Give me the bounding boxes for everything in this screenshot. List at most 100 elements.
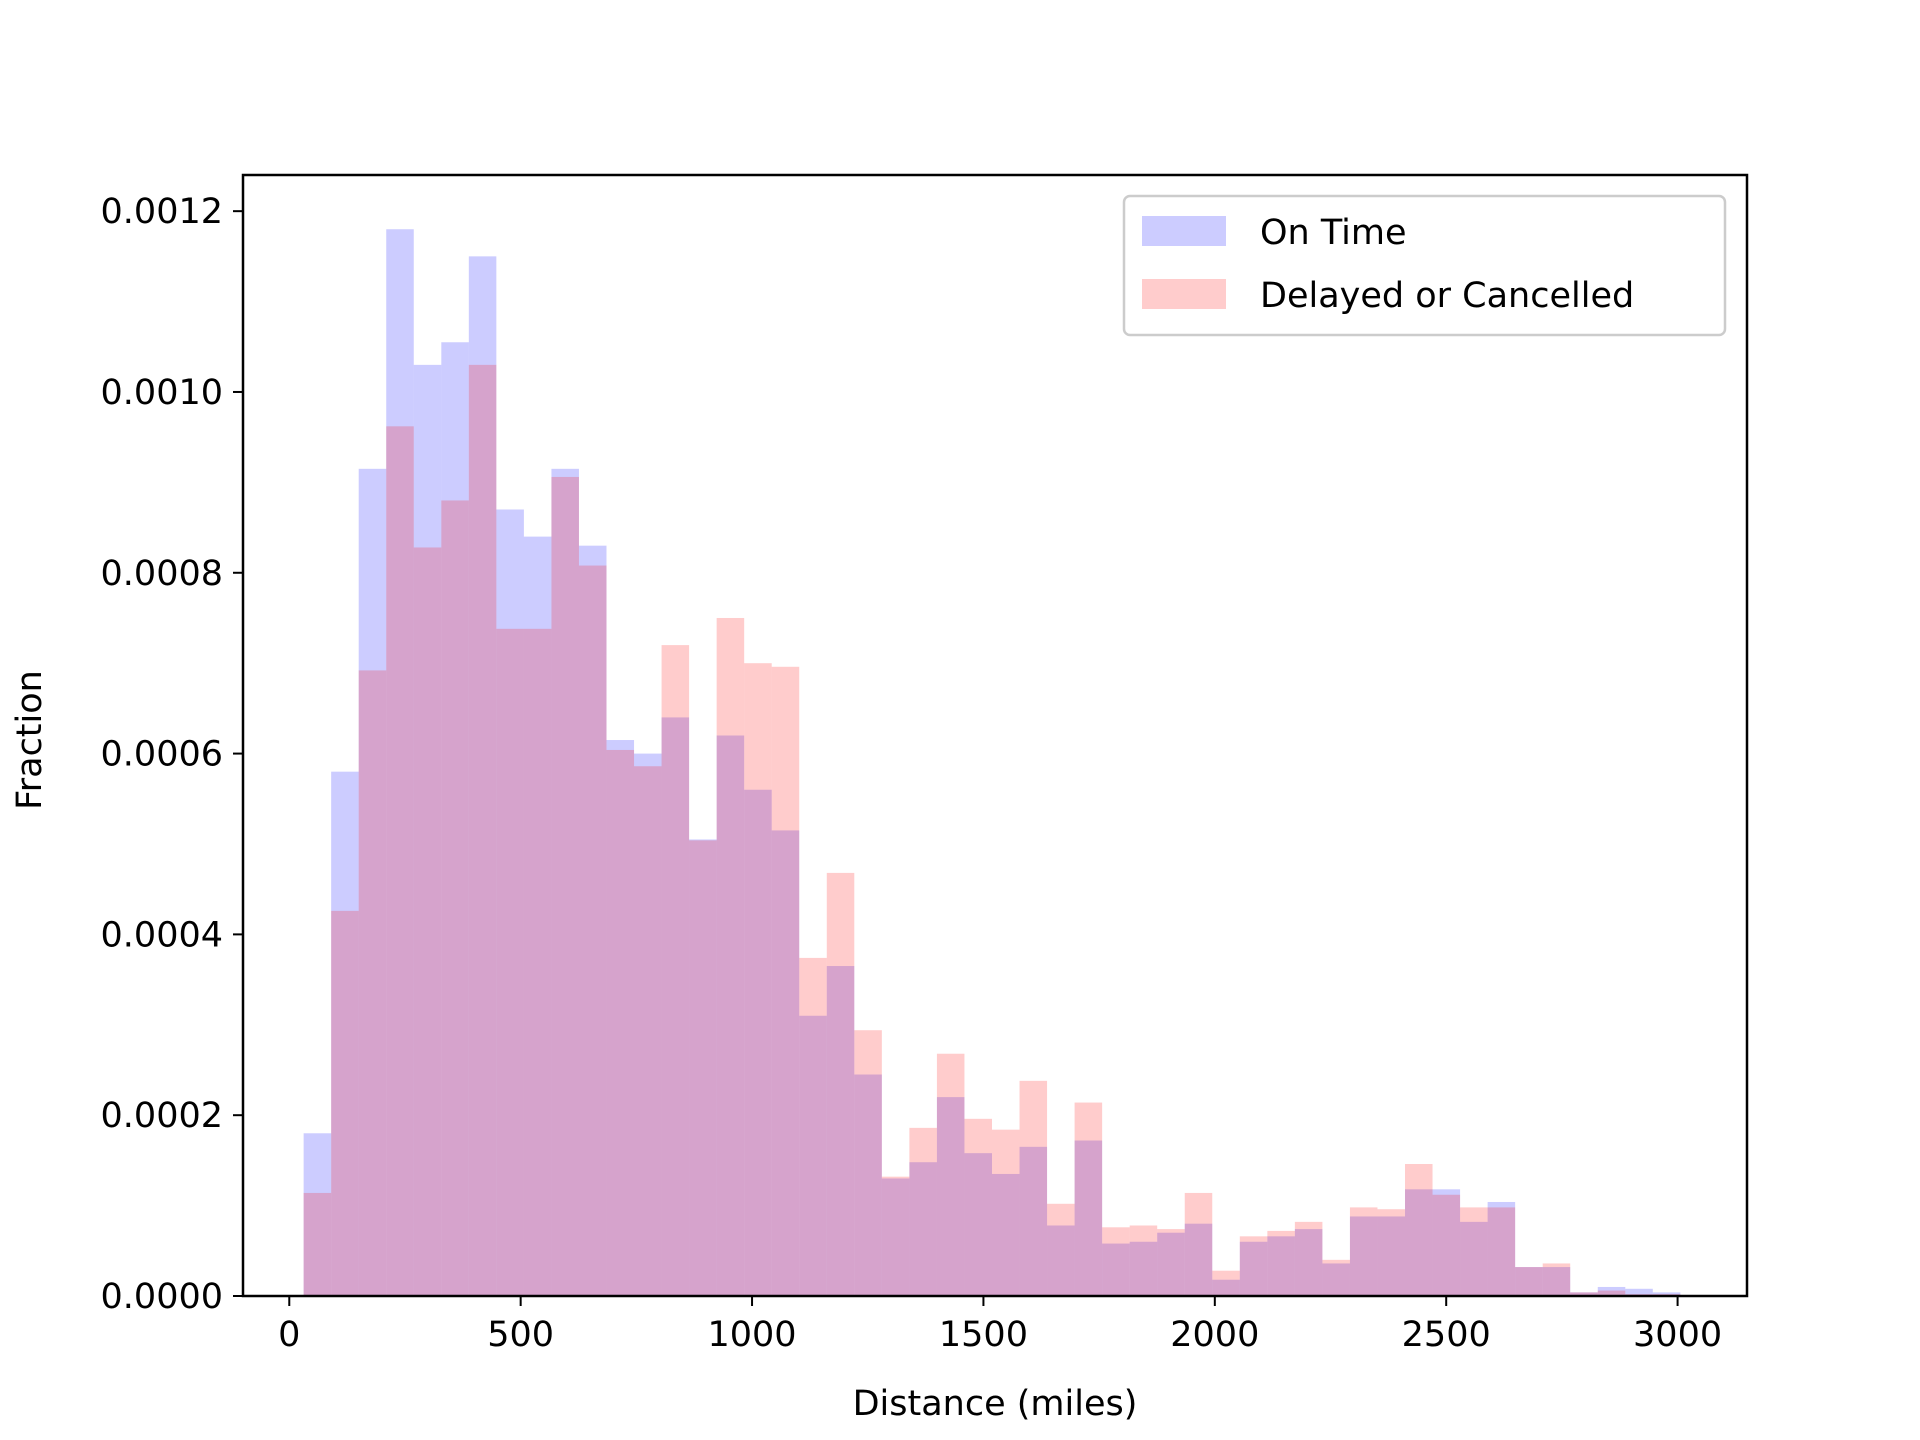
bar-on-time-38 xyxy=(1349,1216,1378,1296)
bar-on-time-34 xyxy=(1239,1241,1268,1296)
legend-swatch-delayed-or-cancelled xyxy=(1142,279,1226,309)
x-tick-label: 3000 xyxy=(1633,1315,1722,1355)
bar-on-time-45 xyxy=(1542,1267,1571,1296)
bar-on-time-13 xyxy=(661,717,690,1296)
bar-delayed-or-cancelled-37 xyxy=(1322,1259,1350,1296)
bar-delayed-or-cancelled-7 xyxy=(496,628,524,1296)
bar-on-time-5 xyxy=(441,342,469,1296)
y-tick-label: 0.0002 xyxy=(101,1096,223,1136)
bar-on-time-26 xyxy=(1019,1146,1048,1296)
bar-delayed-or-cancelled-39 xyxy=(1377,1209,1406,1296)
x-tick-label: 500 xyxy=(487,1315,554,1355)
bar-on-time-11 xyxy=(606,740,635,1296)
bar-delayed-or-cancelled-6 xyxy=(468,364,497,1297)
bar-on-time-31 xyxy=(1157,1232,1185,1296)
bar-delayed-or-cancelled-42 xyxy=(1460,1207,1488,1296)
y-tick-label: 0.0008 xyxy=(101,554,223,594)
bar-on-time-40 xyxy=(1405,1189,1433,1296)
bar-delayed-or-cancelled-27 xyxy=(1047,1203,1075,1296)
bar-on-time-24 xyxy=(964,1153,992,1296)
y-axis-label: Fraction xyxy=(10,670,50,810)
bar-on-time-16 xyxy=(744,789,772,1296)
bar-delayed-or-cancelled-15 xyxy=(716,617,745,1296)
bar-delayed-or-cancelled-47 xyxy=(1597,1290,1626,1296)
y-tick-label: 0.0006 xyxy=(101,735,223,775)
bar-delayed-or-cancelled-19 xyxy=(826,872,855,1296)
bar-delayed-or-cancelled-32 xyxy=(1184,1192,1213,1296)
bar-on-time-29 xyxy=(1102,1243,1130,1296)
bar-on-time-9 xyxy=(551,468,579,1296)
bar-delayed-or-cancelled-26 xyxy=(1019,1080,1048,1296)
bar-on-time-33 xyxy=(1212,1279,1240,1296)
bar-on-time-19 xyxy=(826,966,855,1296)
bar-delayed-or-cancelled-30 xyxy=(1129,1225,1158,1296)
plot-frame xyxy=(241,173,1749,1298)
bar-delayed-or-cancelled-16 xyxy=(744,663,772,1296)
bar-on-time-10 xyxy=(578,545,607,1296)
x-tick-label: 2500 xyxy=(1402,1315,1491,1355)
bar-on-time-48 xyxy=(1625,1288,1653,1296)
bar-on-time-36 xyxy=(1294,1229,1323,1296)
bar-on-time-14 xyxy=(689,839,717,1296)
bar-delayed-or-cancelled-8 xyxy=(523,628,552,1296)
bar-delayed-or-cancelled-20 xyxy=(854,1030,882,1296)
x-tick-label: 1000 xyxy=(708,1315,797,1355)
bar-delayed-or-cancelled-9 xyxy=(551,476,579,1296)
bar-on-time-43 xyxy=(1487,1201,1516,1296)
bar-on-time-0 xyxy=(303,1133,332,1296)
bar-delayed-or-cancelled-22 xyxy=(909,1127,937,1296)
bar-on-time-37 xyxy=(1322,1263,1350,1296)
bar-delayed-or-cancelled-41 xyxy=(1432,1194,1461,1296)
bar-on-time-42 xyxy=(1460,1221,1488,1296)
bar-on-time-27 xyxy=(1047,1225,1075,1296)
bar-delayed-or-cancelled-10 xyxy=(578,565,607,1296)
legend-swatch-on-time xyxy=(1142,216,1226,246)
legend-label-delayed-or-cancelled: Delayed or Cancelled xyxy=(1260,276,1634,316)
bar-delayed-or-cancelled-0 xyxy=(303,1192,332,1296)
bar-on-time-22 xyxy=(909,1162,937,1296)
legend-frame xyxy=(1122,194,1727,337)
bar-delayed-or-cancelled-25 xyxy=(991,1129,1020,1296)
bar-delayed-or-cancelled-34 xyxy=(1239,1236,1268,1296)
bar-on-time-28 xyxy=(1074,1140,1103,1296)
y-tick-label: 0.0000 xyxy=(101,1277,223,1317)
bar-delayed-or-cancelled-21 xyxy=(881,1176,910,1296)
legend: On Time Delayed or Cancelled xyxy=(1122,194,1727,337)
bar-delayed-or-cancelled-44 xyxy=(1515,1267,1543,1296)
bar-delayed-or-cancelled-2 xyxy=(358,670,387,1296)
y-tick-label: 0.0012 xyxy=(101,192,223,232)
bar-on-time-35 xyxy=(1267,1236,1295,1296)
bar-delayed-or-cancelled-40 xyxy=(1405,1164,1433,1296)
bar-on-time-3 xyxy=(386,229,414,1297)
x-axis-label: Distance (miles) xyxy=(853,1384,1138,1424)
bar-on-time-25 xyxy=(991,1173,1020,1296)
bar-on-time-1 xyxy=(331,771,359,1296)
bar-on-time-32 xyxy=(1184,1223,1213,1296)
bar-delayed-or-cancelled-31 xyxy=(1157,1229,1185,1296)
bar-delayed-or-cancelled-4 xyxy=(413,547,442,1296)
y-tick-label: 0.0010 xyxy=(101,373,223,413)
bar-delayed-or-cancelled-46 xyxy=(1570,1292,1598,1296)
bar-on-time-23 xyxy=(936,1097,965,1296)
y-tick-label: 0.0004 xyxy=(101,915,223,955)
bar-delayed-or-cancelled-29 xyxy=(1102,1227,1130,1296)
bar-on-time-44 xyxy=(1515,1267,1543,1296)
bar-delayed-or-cancelled-3 xyxy=(386,426,414,1296)
bar-on-time-15 xyxy=(716,735,745,1296)
bar-delayed-or-cancelled-23 xyxy=(936,1053,965,1296)
bar-delayed-or-cancelled-38 xyxy=(1349,1207,1378,1296)
bar-delayed-or-cancelled-1 xyxy=(331,910,359,1296)
bar-delayed-or-cancelled-35 xyxy=(1267,1230,1295,1296)
bar-on-time-41 xyxy=(1432,1189,1461,1296)
bar-delayed-or-cancelled-45 xyxy=(1542,1263,1571,1296)
bar-delayed-or-cancelled-17 xyxy=(771,666,800,1296)
bar-delayed-or-cancelled-14 xyxy=(689,840,717,1296)
bar-on-time-47 xyxy=(1597,1286,1626,1296)
bar-on-time-17 xyxy=(771,830,800,1296)
bar-delayed-or-cancelled-36 xyxy=(1294,1221,1323,1296)
bar-on-time-30 xyxy=(1129,1241,1158,1296)
bar-delayed-or-cancelled-33 xyxy=(1212,1270,1240,1296)
bar-delayed-or-cancelled-24 xyxy=(964,1118,992,1296)
bar-delayed-or-cancelled-28 xyxy=(1074,1102,1103,1296)
